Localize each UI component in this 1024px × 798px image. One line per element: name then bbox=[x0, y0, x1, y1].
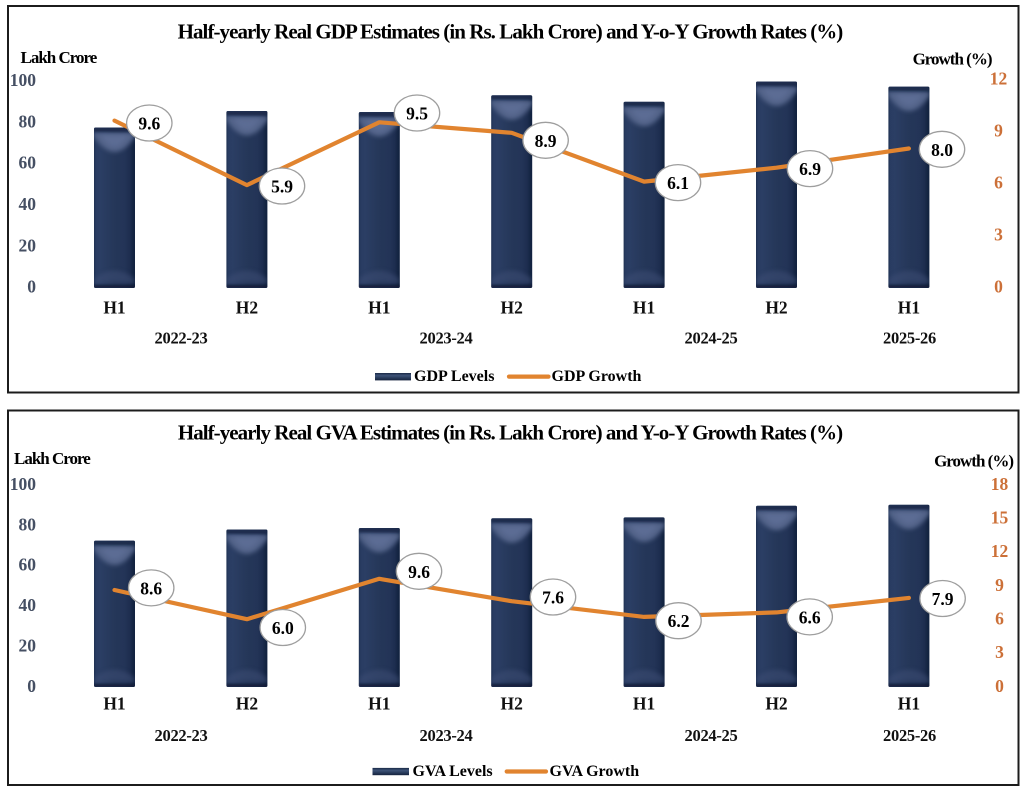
svg-text:9.6: 9.6 bbox=[408, 562, 430, 582]
svg-text:GVA Levels: GVA Levels bbox=[413, 763, 493, 780]
svg-text:H1: H1 bbox=[368, 694, 390, 714]
svg-text:0: 0 bbox=[994, 277, 1003, 297]
svg-text:GDP Growth: GDP Growth bbox=[552, 368, 642, 385]
svg-text:H1: H1 bbox=[368, 298, 390, 318]
svg-text:9: 9 bbox=[994, 121, 1003, 141]
svg-text:H1: H1 bbox=[633, 298, 655, 318]
svg-text:6.9: 6.9 bbox=[799, 159, 821, 179]
svg-text:H1: H1 bbox=[898, 694, 920, 714]
svg-text:8.6: 8.6 bbox=[140, 578, 162, 598]
svg-text:0: 0 bbox=[27, 277, 36, 297]
svg-text:40: 40 bbox=[19, 595, 37, 615]
svg-text:6.2: 6.2 bbox=[668, 611, 690, 631]
svg-text:H2: H2 bbox=[765, 694, 787, 714]
svg-text:H1: H1 bbox=[633, 694, 655, 714]
svg-text:6.0: 6.0 bbox=[272, 618, 294, 638]
svg-text:18: 18 bbox=[991, 474, 1009, 494]
svg-text:H2: H2 bbox=[236, 298, 258, 318]
svg-text:6.1: 6.1 bbox=[667, 173, 689, 193]
svg-text:80: 80 bbox=[19, 514, 37, 534]
svg-text:12: 12 bbox=[990, 69, 1008, 89]
svg-text:2022-23: 2022-23 bbox=[155, 726, 208, 745]
svg-text:H2: H2 bbox=[236, 694, 258, 714]
svg-text:100: 100 bbox=[10, 70, 37, 90]
svg-text:2022-23: 2022-23 bbox=[155, 328, 208, 347]
svg-text:Half-yearly Real GVA Estimates: Half-yearly Real GVA Estimates (in Rs. L… bbox=[178, 420, 843, 444]
svg-text:9: 9 bbox=[995, 575, 1004, 595]
svg-text:Lakh Crore: Lakh Crore bbox=[21, 48, 98, 67]
svg-text:0: 0 bbox=[995, 676, 1004, 696]
svg-text:7.9: 7.9 bbox=[932, 589, 954, 609]
svg-text:0: 0 bbox=[27, 676, 36, 696]
svg-text:2025-26: 2025-26 bbox=[883, 328, 936, 347]
svg-text:15: 15 bbox=[991, 508, 1009, 528]
svg-text:3: 3 bbox=[994, 225, 1003, 245]
svg-text:40: 40 bbox=[19, 194, 37, 214]
svg-text:2025-26: 2025-26 bbox=[883, 726, 936, 745]
svg-text:60: 60 bbox=[19, 555, 37, 575]
svg-text:6: 6 bbox=[995, 609, 1004, 629]
svg-text:H2: H2 bbox=[501, 298, 523, 318]
svg-text:GVA Growth: GVA Growth bbox=[550, 763, 640, 780]
svg-text:7.6: 7.6 bbox=[542, 588, 564, 608]
svg-text:20: 20 bbox=[19, 235, 37, 255]
svg-text:2024-25: 2024-25 bbox=[685, 726, 738, 745]
svg-text:Lakh Crore: Lakh Crore bbox=[14, 449, 91, 468]
svg-text:Half-yearly Real GDP Estimates: Half-yearly Real GDP Estimates (in Rs. L… bbox=[178, 20, 844, 44]
svg-text:H2: H2 bbox=[501, 694, 523, 714]
svg-text:H2: H2 bbox=[765, 298, 787, 318]
svg-text:GDP Levels: GDP Levels bbox=[414, 368, 494, 385]
svg-text:Growth (%): Growth (%) bbox=[934, 452, 1013, 471]
svg-text:2023-24: 2023-24 bbox=[420, 328, 473, 347]
svg-text:3: 3 bbox=[995, 642, 1004, 662]
svg-text:100: 100 bbox=[10, 474, 37, 494]
svg-text:H1: H1 bbox=[103, 298, 125, 318]
svg-text:12: 12 bbox=[991, 541, 1009, 561]
svg-text:H1: H1 bbox=[103, 694, 125, 714]
svg-text:8.9: 8.9 bbox=[535, 131, 557, 151]
svg-text:Growth (%): Growth (%) bbox=[913, 50, 992, 69]
svg-text:6: 6 bbox=[994, 173, 1003, 193]
svg-text:60: 60 bbox=[19, 153, 37, 173]
svg-text:2023-24: 2023-24 bbox=[420, 726, 473, 745]
svg-text:80: 80 bbox=[19, 111, 37, 131]
svg-text:2024-25: 2024-25 bbox=[685, 328, 738, 347]
svg-text:9.5: 9.5 bbox=[406, 104, 428, 124]
svg-text:H1: H1 bbox=[898, 298, 920, 318]
svg-text:20: 20 bbox=[19, 635, 37, 655]
svg-text:8.0: 8.0 bbox=[931, 140, 953, 160]
svg-text:9.6: 9.6 bbox=[138, 114, 160, 134]
svg-text:6.6: 6.6 bbox=[799, 607, 821, 627]
svg-text:5.9: 5.9 bbox=[271, 177, 293, 197]
